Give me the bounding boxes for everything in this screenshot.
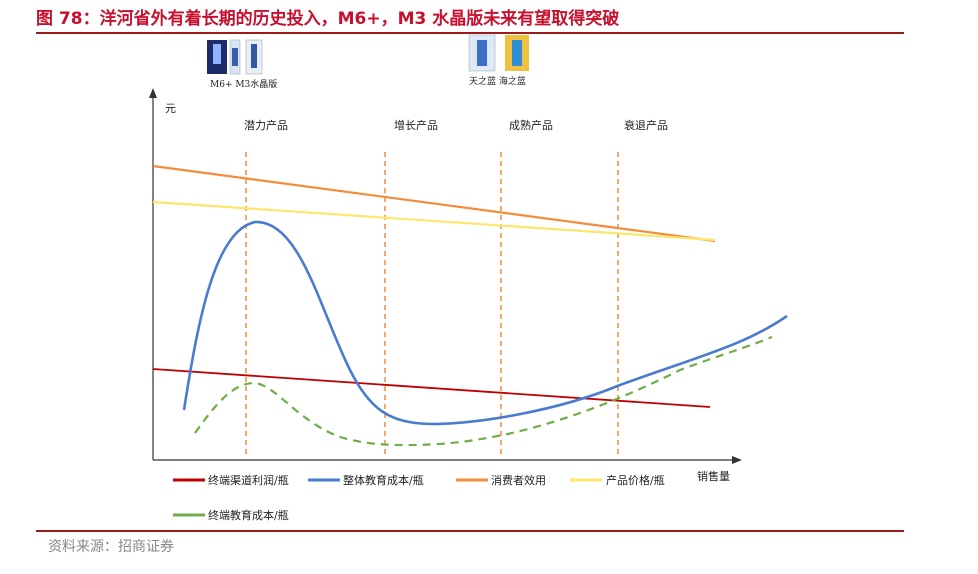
bottle-tianzhilan-icon — [468, 34, 496, 72]
bottle-m6plus-icon — [207, 40, 227, 74]
legend-item-channel-profit: 终端渠道利润/瓶 — [173, 473, 289, 487]
legend-item-terminal-cost: 终端教育成本/瓶 — [173, 508, 289, 522]
legend-item-overall-cost: 整体教育成本/瓶 — [308, 473, 424, 487]
figure-title: 图 78：洋河省外有着长期的历史投入，M6+，M3 水晶版未来有望取得突破 — [36, 9, 620, 29]
bottle-m3-box-icon — [245, 39, 263, 75]
y-axis-arrow-icon — [149, 88, 157, 98]
overall-education-cost-curve — [182, 220, 788, 426]
products-right-label: 天之蓝 海之蓝 — [469, 75, 526, 87]
bottle-m3-icon — [229, 39, 241, 75]
stage-label-growth: 增长产品 — [394, 118, 438, 132]
stage-dividers — [245, 152, 619, 458]
x-axis-arrow-icon — [732, 456, 742, 464]
stage-label-potential: 潜力产品 — [244, 118, 288, 132]
consumer-utility-line — [152, 164, 716, 243]
channel-profit-line — [152, 368, 711, 408]
legend-item-consumer-utility: 消费者效用 — [456, 473, 546, 487]
stage-label-decline: 衰退产品 — [624, 118, 668, 132]
legend-label-product-price: 产品价格/瓶 — [606, 473, 665, 487]
title-rule — [36, 32, 904, 34]
terminal-education-cost-curve — [194, 335, 773, 447]
x-axis-label: 销售量 — [697, 469, 730, 483]
footer-rule — [36, 530, 904, 532]
legend-label-channel-profit: 终端渠道利润/瓶 — [208, 473, 289, 487]
stage-label-mature: 成熟产品 — [509, 118, 553, 132]
legend-label-consumer-utility: 消费者效用 — [491, 473, 546, 487]
product-price-line — [152, 200, 716, 242]
source-note: 资料来源：招商证券 — [48, 539, 174, 555]
bottle-haizhilan-icon — [505, 35, 529, 71]
legend-label-overall-cost: 整体教育成本/瓶 — [343, 473, 424, 487]
products-left-label: M6+ M3水晶版 — [210, 78, 277, 90]
y-axis-label: 元 — [165, 102, 176, 115]
axes — [149, 88, 742, 464]
legend-item-product-price: 产品价格/瓶 — [570, 473, 665, 487]
legend-label-terminal-cost: 终端教育成本/瓶 — [208, 508, 289, 522]
legend: 终端渠道利润/瓶 整体教育成本/瓶 消费者效用 产品价格/瓶 终端教育成本/瓶 — [173, 473, 665, 522]
